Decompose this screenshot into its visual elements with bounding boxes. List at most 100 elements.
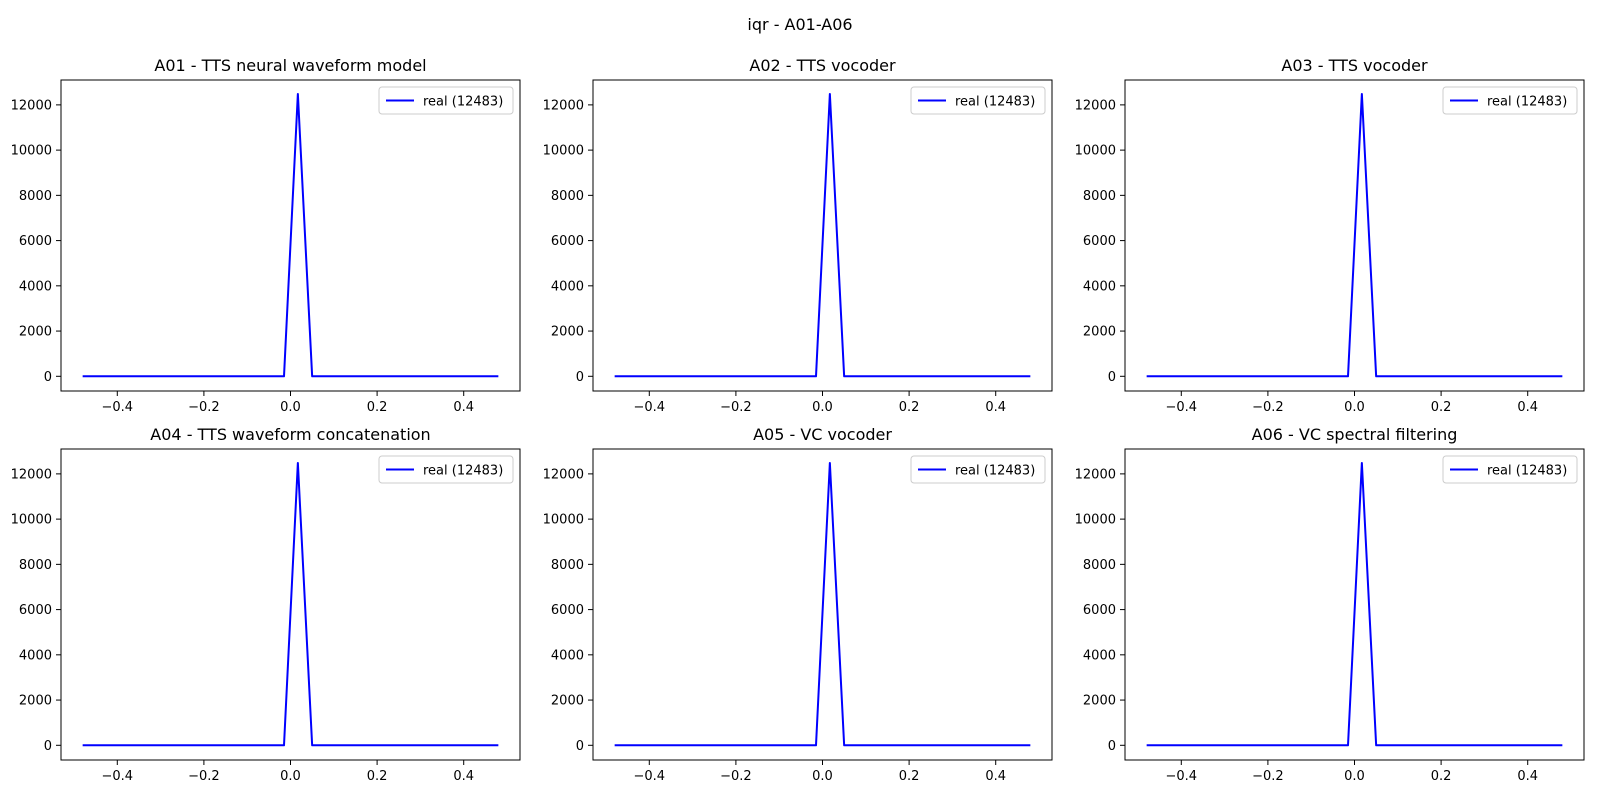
- y-tick-label: 0: [44, 739, 52, 754]
- legend-label: real (12483): [423, 464, 503, 479]
- subplot-grid: A01 - TTS neural waveform model −0.4 −0.2 0…: [11, 56, 1585, 784]
- y-tick-label: 12000: [1075, 467, 1116, 482]
- x-tick-label: 0.4: [985, 769, 1006, 784]
- x-tick-label: 0.2: [367, 769, 388, 784]
- legend-box: [378, 455, 514, 484]
- x-tick-label: −0.4: [1166, 769, 1198, 784]
- legend-label: real (12483): [955, 95, 1035, 110]
- y-tick-label: 12000: [543, 467, 584, 482]
- x-tick-label: −0.2: [188, 769, 220, 784]
- y-tick-label: 6000: [1083, 603, 1116, 618]
- y-tick-label: 10000: [543, 144, 584, 159]
- y-tick-label: 4000: [1083, 279, 1116, 294]
- x-tick-label: 0.4: [985, 400, 1006, 415]
- y-tick-label: 0: [44, 370, 52, 385]
- y-tick-label: 4000: [551, 279, 584, 294]
- x-tick-label: 0.0: [812, 400, 833, 415]
- subplot-title: A02 - TTS vocoder: [749, 56, 896, 75]
- x-tick-label: −0.2: [720, 769, 752, 784]
- subplot-3: A03 - TTS vocoder −0.4 −0.2 0.0 0.2 0.4 0 2000 4…: [1075, 56, 1585, 415]
- series-line: [1146, 461, 1563, 747]
- x-tick-label: 0.4: [1517, 769, 1538, 784]
- y-tick-label: 6000: [551, 603, 584, 618]
- y-tick-label: 2000: [19, 694, 52, 709]
- axes-frame: [592, 79, 1053, 392]
- subplot-title: A06 - VC spectral filtering: [1252, 425, 1458, 444]
- y-tick-label: 2000: [1083, 325, 1116, 340]
- x-tick-label: 0.4: [1517, 400, 1538, 415]
- y-tick-label: 6000: [551, 234, 584, 249]
- legend: real (12483): [1442, 86, 1578, 115]
- legend-label: real (12483): [955, 464, 1035, 479]
- y-tick-label: 12000: [11, 98, 52, 113]
- axes-frame: [1124, 448, 1585, 761]
- x-tick-label: −0.2: [720, 400, 752, 415]
- legend: real (12483): [910, 86, 1046, 115]
- y-tick-label: 6000: [19, 603, 52, 618]
- x-tick-label: 0.4: [453, 400, 474, 415]
- y-tick-label: 10000: [543, 513, 584, 528]
- y-tick-label: 0: [1108, 739, 1116, 754]
- subplot-2: A02 - TTS vocoder −0.4 −0.2 0.0 0.2 0.4 0 2000 4…: [543, 56, 1053, 415]
- legend-box: [910, 455, 1046, 484]
- y-tick-label: 10000: [1075, 513, 1116, 528]
- legend-box: [1442, 455, 1578, 484]
- legend: real (12483): [1442, 455, 1578, 484]
- subplot-5: A05 - VC vocoder −0.4 −0.2 0.0 0.2 0.4 0 2000 40…: [543, 425, 1053, 784]
- legend-label: real (12483): [1487, 464, 1567, 479]
- x-tick-label: −0.4: [634, 400, 666, 415]
- x-tick-label: 0.0: [1344, 769, 1365, 784]
- x-tick-label: 0.4: [453, 769, 474, 784]
- series-line: [82, 461, 499, 747]
- legend: real (12483): [910, 455, 1046, 484]
- x-tick-label: 0.0: [280, 400, 301, 415]
- x-tick-label: 0.0: [280, 769, 301, 784]
- x-tick-label: 0.2: [1431, 769, 1452, 784]
- y-tick-label: 8000: [19, 189, 52, 204]
- y-tick-label: 10000: [11, 144, 52, 159]
- y-tick-label: 8000: [551, 558, 584, 573]
- y-tick-label: 4000: [19, 648, 52, 663]
- y-tick-label: 10000: [11, 513, 52, 528]
- figure-suptitle: iqr - A01-A06: [747, 15, 852, 34]
- axes-frame: [60, 448, 521, 761]
- x-tick-label: −0.4: [634, 769, 666, 784]
- y-tick-label: 2000: [19, 325, 52, 340]
- subplot-1: A01 - TTS neural waveform model −0.4 −0.2 0…: [11, 56, 521, 415]
- axes-frame: [592, 448, 1053, 761]
- subplot-title: A04 - TTS waveform concatenation: [150, 425, 430, 444]
- x-tick-label: −0.4: [1166, 400, 1198, 415]
- y-tick-label: 2000: [551, 694, 584, 709]
- legend-label: real (12483): [1487, 95, 1567, 110]
- x-tick-label: −0.4: [102, 400, 134, 415]
- y-tick-label: 6000: [1083, 234, 1116, 249]
- y-tick-label: 0: [1108, 370, 1116, 385]
- subplot-title: A03 - TTS vocoder: [1281, 56, 1428, 75]
- y-tick-label: 2000: [1083, 694, 1116, 709]
- y-tick-label: 0: [576, 739, 584, 754]
- legend: real (12483): [378, 455, 514, 484]
- y-tick-label: 4000: [551, 648, 584, 663]
- y-tick-label: 12000: [1075, 98, 1116, 113]
- x-tick-label: 0.2: [899, 400, 920, 415]
- y-tick-label: 0: [576, 370, 584, 385]
- x-tick-label: 0.2: [1431, 400, 1452, 415]
- subplot-title: A01 - TTS neural waveform model: [154, 56, 426, 75]
- subplot-4: A04 - TTS waveform concatenation −0.4 −0.2…: [11, 425, 521, 784]
- y-tick-label: 6000: [19, 234, 52, 249]
- y-tick-label: 4000: [19, 279, 52, 294]
- y-tick-label: 8000: [551, 189, 584, 204]
- subplot-6: A06 - VC spectral filtering −0.4 −0.2 0.0 0.…: [1075, 425, 1585, 784]
- legend-box: [1442, 86, 1578, 115]
- y-tick-label: 8000: [1083, 189, 1116, 204]
- x-tick-label: −0.4: [102, 769, 134, 784]
- series-line: [1146, 92, 1563, 378]
- x-tick-label: −0.2: [188, 400, 220, 415]
- legend: real (12483): [378, 86, 514, 115]
- x-tick-label: −0.2: [1252, 769, 1284, 784]
- y-tick-label: 4000: [1083, 648, 1116, 663]
- y-tick-label: 8000: [19, 558, 52, 573]
- y-tick-label: 12000: [11, 467, 52, 482]
- axes-frame: [1124, 79, 1585, 392]
